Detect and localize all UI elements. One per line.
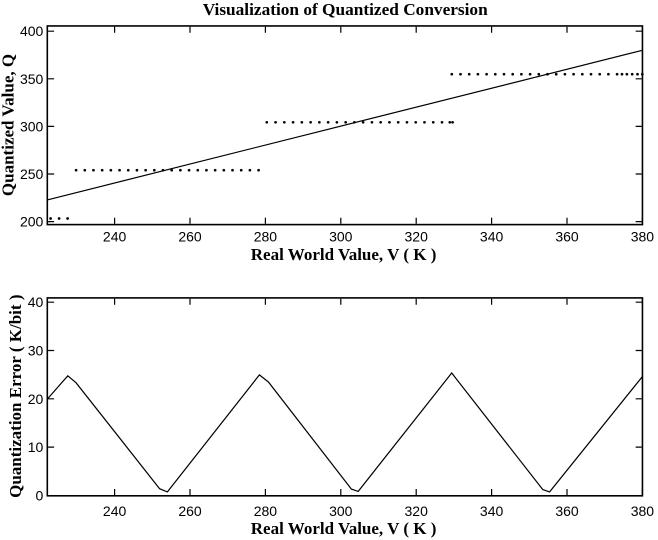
svg-text:40: 40 <box>28 294 44 310</box>
svg-text:300: 300 <box>20 118 44 134</box>
svg-text:380: 380 <box>631 228 655 244</box>
svg-text:250: 250 <box>20 166 44 182</box>
svg-text:30: 30 <box>28 343 44 359</box>
svg-text:Real World Value, V ( K ): Real World Value, V ( K ) <box>251 519 437 538</box>
svg-text:320: 320 <box>405 503 429 519</box>
svg-text:240: 240 <box>103 228 127 244</box>
svg-text:Quantization Error ( K/bit ): Quantization Error ( K/bit ) <box>6 295 25 498</box>
svg-text:200: 200 <box>20 214 44 230</box>
svg-text:0: 0 <box>36 488 44 504</box>
svg-text:340: 340 <box>480 503 504 519</box>
svg-text:360: 360 <box>555 228 579 244</box>
svg-text:320: 320 <box>405 228 429 244</box>
svg-text:260: 260 <box>178 228 202 244</box>
svg-text:Quantized Value, Q: Quantized Value, Q <box>0 54 17 196</box>
svg-text:Visualization of Quantized Con: Visualization of Quantized Conversion <box>203 0 488 19</box>
svg-text:340: 340 <box>480 228 504 244</box>
svg-text:280: 280 <box>254 503 278 519</box>
svg-text:240: 240 <box>103 503 127 519</box>
svg-text:300: 300 <box>329 503 353 519</box>
svg-text:400: 400 <box>20 23 44 39</box>
svg-text:280: 280 <box>254 228 278 244</box>
svg-text:300: 300 <box>329 228 353 244</box>
svg-text:260: 260 <box>178 503 202 519</box>
svg-text:20: 20 <box>28 391 44 407</box>
svg-text:380: 380 <box>631 503 655 519</box>
svg-text:350: 350 <box>20 71 44 87</box>
svg-text:10: 10 <box>28 439 44 455</box>
svg-text:Real World Value, V ( K ): Real World Value, V ( K ) <box>251 245 437 264</box>
svg-text:360: 360 <box>555 503 579 519</box>
